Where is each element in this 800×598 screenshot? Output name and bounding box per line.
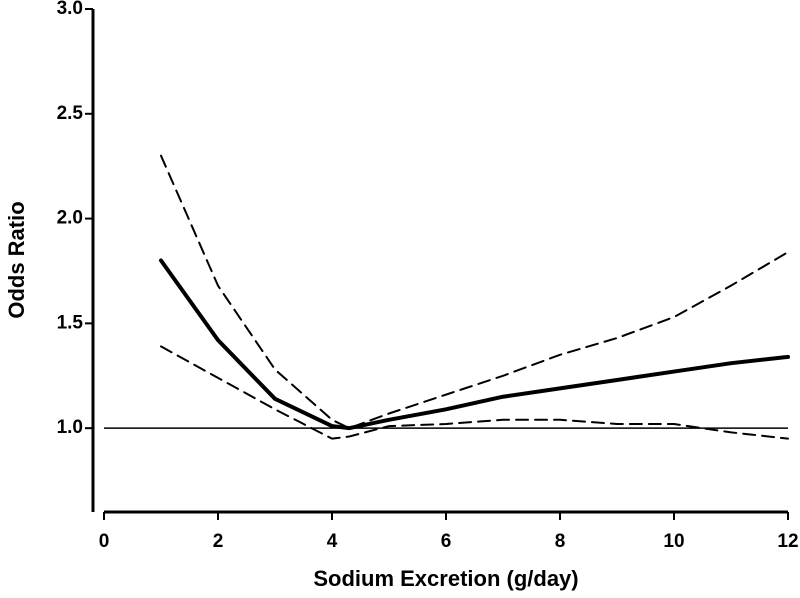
x-tick-label: 8 (555, 531, 566, 552)
y-tick-label: 1.5 (57, 312, 84, 333)
y-tick-label: 1.0 (57, 417, 83, 438)
x-tick-label: 6 (441, 531, 452, 552)
x-axis-label: Sodium Excretion (g/day) (313, 566, 578, 591)
x-tick-label: 0 (99, 531, 110, 552)
x-tick-label: 10 (663, 531, 684, 552)
y-axis-label: Odds Ratio (4, 201, 29, 318)
x-tick-label: 2 (213, 531, 224, 552)
y-tick-label: 2.0 (57, 208, 83, 229)
confidence-line (160, 345, 789, 440)
y-tick-label: 2.5 (57, 103, 84, 124)
confidence-line (160, 154, 789, 430)
x-tick-label: 4 (327, 531, 338, 552)
estimate-line (159, 258, 790, 431)
x-tick-label: 12 (777, 531, 798, 552)
y-tick-label: 3.0 (57, 0, 83, 19)
